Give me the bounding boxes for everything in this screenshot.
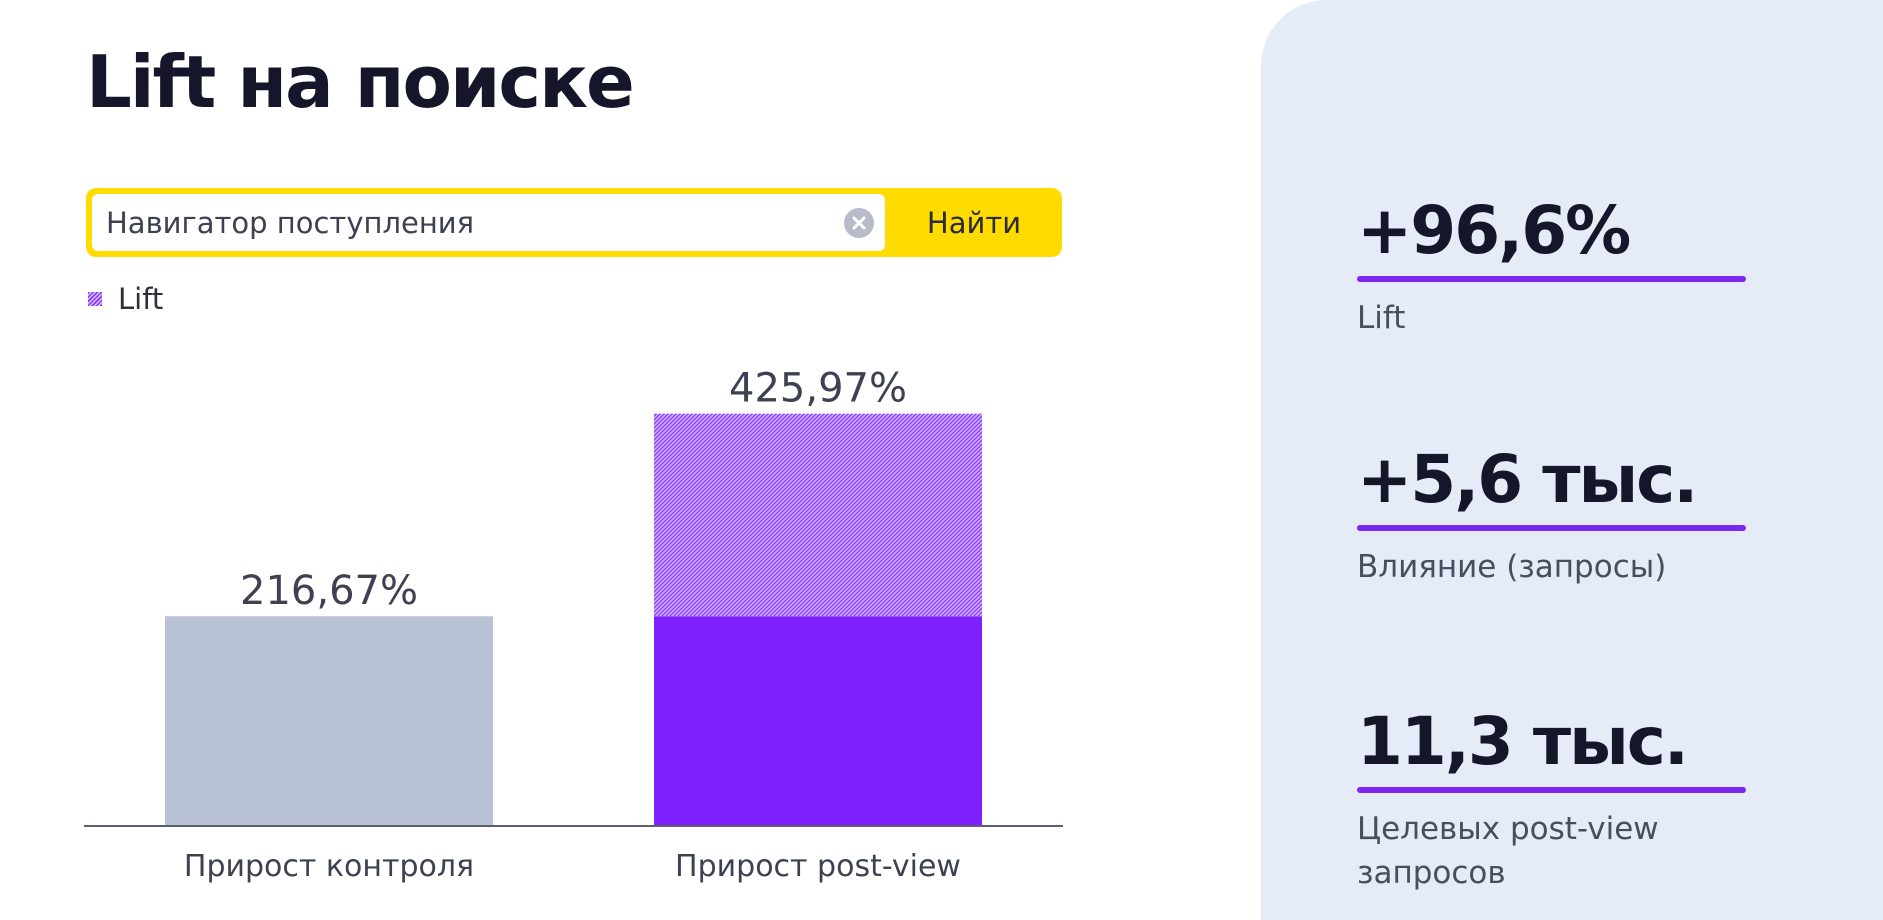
data-label: 216,67% <box>240 568 418 614</box>
metric-target-queries: 11,3 тыс. Целевых post-view запросов <box>1357 703 1777 895</box>
metric-underline <box>1357 525 1746 531</box>
x-tick-label: Прирост post-view <box>675 849 961 884</box>
bar-control-segment-0 <box>165 616 493 826</box>
metric-value: +5,6 тыс. <box>1357 441 1698 518</box>
page-title: Lift на поиске <box>86 40 635 124</box>
search-bar: Найти <box>86 188 1062 257</box>
metric-underline <box>1357 276 1746 282</box>
clear-icon[interactable] <box>844 208 874 238</box>
metric-underline <box>1357 787 1746 793</box>
search-field <box>92 194 885 251</box>
bar-postview-segment-1 <box>654 413 982 617</box>
bar-postview-segment-0 <box>654 616 982 826</box>
metric-lift: +96,6% Lift <box>1357 192 1777 340</box>
x-tick-label: Прирост контроля <box>184 849 474 884</box>
legend-swatch-lift <box>88 292 102 306</box>
metrics-panel: +96,6% Lift +5,6 тыс. Влияние (запросы) … <box>1261 0 1883 920</box>
chart-legend: Lift <box>88 282 163 316</box>
metric-label: Целевых post-view запросов <box>1357 811 1659 891</box>
legend-label-lift: Lift <box>118 282 164 316</box>
metric-value: +96,6% <box>1357 192 1631 269</box>
data-label: 425,97% <box>729 366 907 412</box>
search-button[interactable]: Найти <box>886 188 1062 257</box>
metric-label: Влияние (запросы) <box>1357 549 1667 585</box>
metric-value: 11,3 тыс. <box>1357 703 1689 780</box>
bar-chart: 216,67% Прирост контроля 425,97% Прирост po… <box>84 366 1063 884</box>
metric-influence: +5,6 тыс. Влияние (запросы) <box>1357 441 1777 589</box>
metric-label: Lift <box>1357 300 1406 336</box>
search-input[interactable] <box>106 194 806 251</box>
